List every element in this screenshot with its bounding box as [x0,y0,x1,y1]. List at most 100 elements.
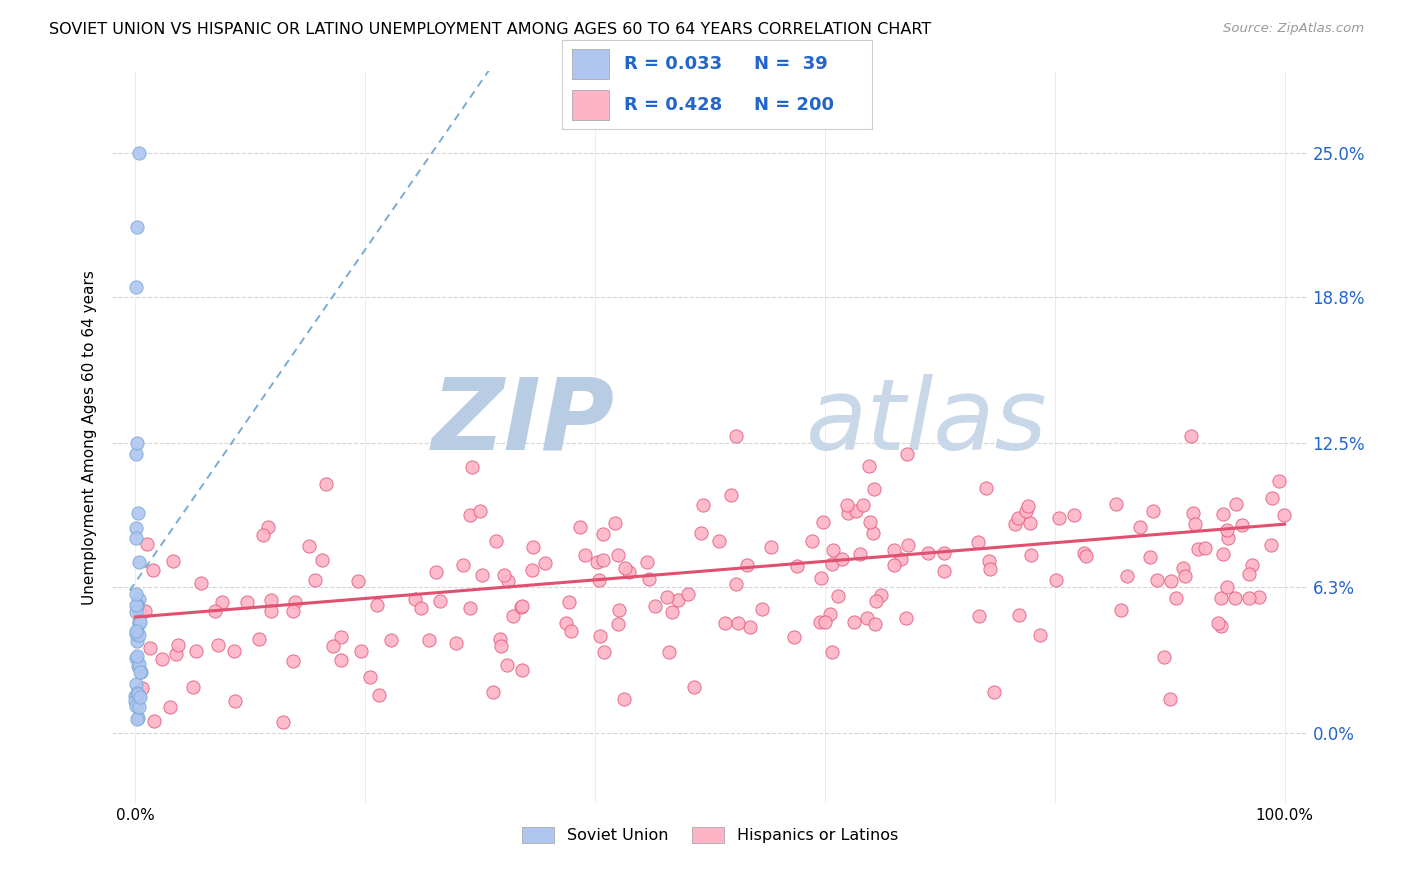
Point [1019,548,1042,562]
Point [125,599,148,613]
Point [1029,628,1052,642]
Point [810,571,832,585]
Point [150,652,173,666]
Point [1018,516,1040,530]
Point [613,561,636,575]
Point [181,680,204,694]
Point [368,689,391,703]
Point [1160,574,1182,589]
Point [125,648,148,663]
Point [966,534,988,549]
Point [786,558,808,573]
Point [1015,504,1038,518]
Point [134,604,156,618]
Point [1215,523,1237,537]
Point [322,639,344,653]
Point [409,600,432,615]
Point [159,700,181,714]
Point [451,558,474,572]
Point [142,563,165,577]
Text: R = 0.033: R = 0.033 [624,55,723,73]
Point [827,589,849,603]
Text: ZIP: ZIP [432,374,614,471]
Point [1063,508,1085,523]
Point [125,676,148,690]
Point [1272,508,1295,523]
Point [1105,497,1128,511]
Point [863,616,886,631]
Point [260,604,283,618]
Point [1180,429,1202,443]
Point [568,520,591,534]
Point [127,506,149,520]
Point [284,595,307,609]
Point [831,552,853,566]
Point [125,448,148,462]
Point [856,611,879,625]
Point [890,552,912,566]
Point [128,592,150,607]
Point [257,520,280,534]
Point [1008,608,1031,623]
Point [128,690,150,705]
Point [1129,519,1152,533]
Point [127,658,149,673]
Point [613,692,636,706]
Point [811,515,834,529]
Point [845,504,868,518]
Point [820,557,842,571]
Point [125,651,148,665]
Point [404,591,426,606]
Point [605,516,627,530]
Point [666,592,689,607]
Point [655,590,678,604]
Point [1239,567,1261,582]
Point [346,574,368,589]
Point [1216,580,1239,594]
Point [522,540,544,554]
Point [865,593,887,607]
Point [683,681,706,695]
Point [1268,474,1291,488]
Point [883,558,905,572]
Point [125,624,148,639]
Point [720,487,742,501]
Point [129,605,152,619]
Text: R = 0.428: R = 0.428 [624,96,723,114]
Point [1073,546,1095,560]
Point [143,714,166,728]
Point [359,670,381,684]
Point [932,546,955,560]
Point [129,665,152,680]
Y-axis label: Unemployment Among Ages 60 to 64 years: Unemployment Among Ages 60 to 64 years [82,269,97,605]
Point [350,644,373,658]
Point [637,572,659,586]
Point [738,620,761,634]
Point [1212,547,1234,561]
Point [127,686,149,700]
Point [494,567,516,582]
Point [1184,516,1206,531]
Point [304,573,326,587]
Point [1164,591,1187,605]
Point [482,684,505,698]
Point [125,598,148,612]
Point [689,526,711,541]
Point [127,436,149,450]
Point [311,552,333,566]
Point [1153,650,1175,665]
Point [897,538,920,552]
Point [131,681,153,695]
Point [129,665,152,680]
Point [127,711,149,725]
Point [1225,591,1247,605]
Point [128,657,150,671]
Point [1109,603,1132,617]
Point [489,640,512,654]
Point [124,694,146,708]
Point [661,605,683,619]
Point [707,534,730,549]
Point [801,534,824,549]
Text: SOVIET UNION VS HISPANIC OR LATINO UNEMPLOYMENT AMONG AGES 60 TO 64 YEARS CORREL: SOVIET UNION VS HISPANIC OR LATINO UNEMP… [49,22,931,37]
Point [127,686,149,700]
